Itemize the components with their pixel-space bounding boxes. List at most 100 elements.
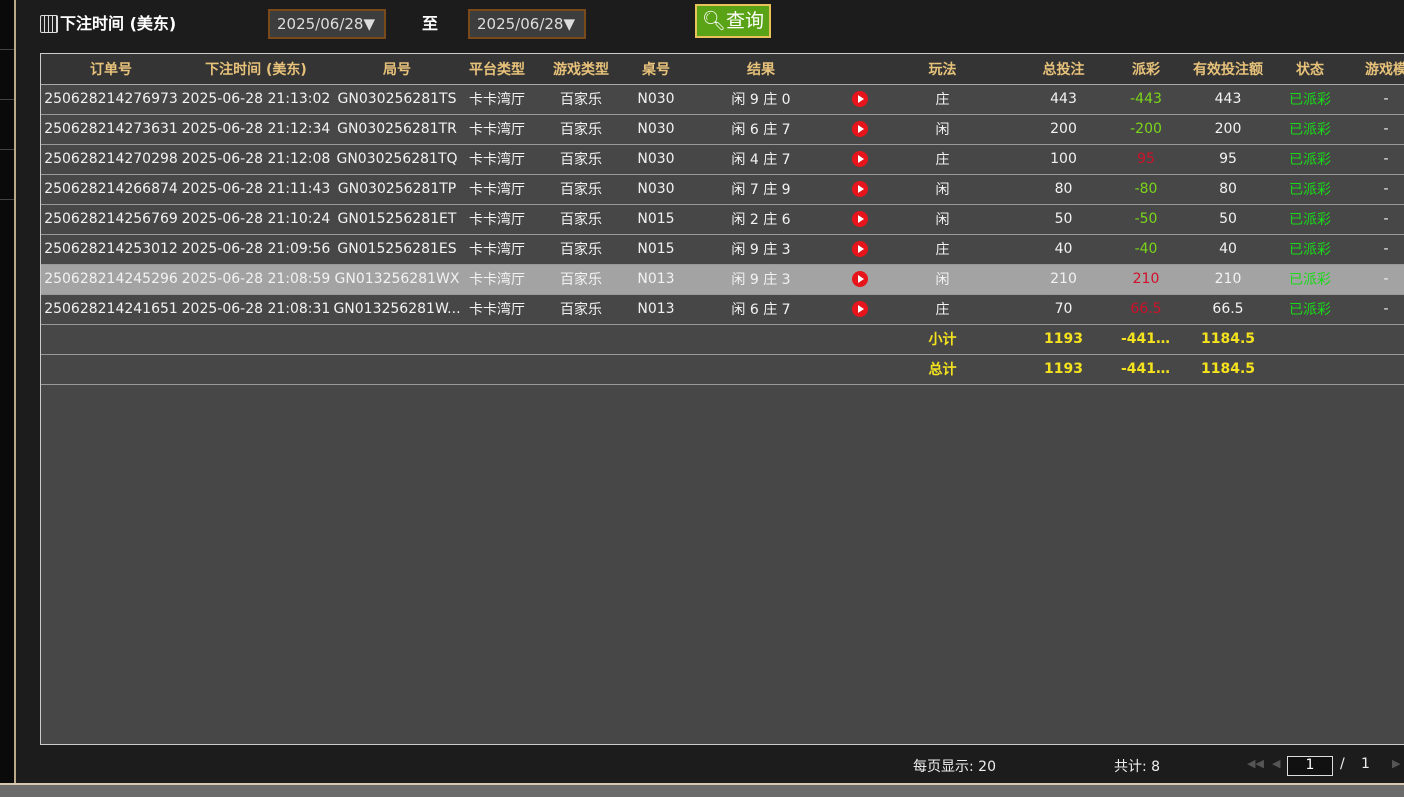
table-row[interactable]: 250628214241651 2025-06-28 21:08:31 GN0132… — [41, 294, 1404, 325]
table-cell: N030 — [631, 174, 681, 205]
table-cell: 闲 9 庄 3 — [681, 264, 841, 295]
empty-cell — [331, 354, 463, 385]
empty-cell — [631, 354, 681, 385]
column-header: 状态 — [1285, 54, 1335, 85]
table-cell: 443 — [1006, 84, 1121, 115]
table-cell: 66.5 — [1171, 294, 1285, 325]
table-cell: 已派彩 — [1285, 174, 1335, 205]
table-cell: - — [1335, 144, 1404, 175]
table-cell: 卡卡湾厅 — [463, 264, 531, 295]
table-cell: 80 — [1006, 174, 1121, 205]
play-video-icon[interactable] — [852, 271, 868, 287]
table-cell: GN015256281ES — [331, 234, 463, 265]
table-cell: 闲 — [879, 204, 1006, 235]
empty-cell — [841, 324, 879, 355]
table-cell: 250628214241651 — [41, 294, 181, 325]
table-cell: 2025-06-28 21:08:59 — [181, 264, 331, 295]
table-row[interactable]: 250628214270298 2025-06-28 21:12:08 GN0302… — [41, 144, 1404, 175]
table-cell: 百家乐 — [531, 204, 631, 235]
table-cell: 百家乐 — [531, 84, 631, 115]
table-cell: 卡卡湾厅 — [463, 204, 531, 235]
table-cell: 210 — [1006, 264, 1121, 295]
empty-cell — [181, 324, 331, 355]
table-cell: 100 — [1006, 144, 1121, 175]
table-cell: 2025-06-28 21:08:31 — [181, 294, 331, 325]
page-input[interactable]: 1 — [1287, 756, 1333, 776]
table-header: 订单号 下注时间 (美东) 局号 平台类型 游戏类型 桌号 结果 玩法 总投注 派彩 有效投注额 状态… — [41, 54, 1404, 85]
play-video-icon[interactable] — [852, 241, 868, 257]
table-cell: 百家乐 — [531, 264, 631, 295]
table-cell: -200 — [1121, 114, 1171, 145]
empty-cell — [1335, 354, 1404, 385]
date-to-select[interactable]: 2025/06/28▼ — [468, 9, 586, 39]
prev-page-icon[interactable]: ◀ — [1272, 757, 1281, 770]
table-cell: 80 — [1171, 174, 1285, 205]
empty-cell — [631, 324, 681, 355]
table-cell: 已派彩 — [1285, 144, 1335, 175]
table-cell: -443 — [1121, 84, 1171, 115]
table-cell: 闲 6 庄 7 — [681, 294, 841, 325]
play-video-icon[interactable] — [852, 301, 868, 317]
table-row[interactable]: 250628214256769 2025-06-28 21:10:24 GN0152… — [41, 204, 1404, 235]
table-cell: 250628214276973 — [41, 84, 181, 115]
table-cell: N030 — [631, 84, 681, 115]
table-cell: 2025-06-28 21:12:08 — [181, 144, 331, 175]
calendar-icon — [40, 15, 58, 33]
column-header: 桌号 — [631, 54, 681, 85]
table-cell: 庄 — [879, 234, 1006, 265]
table-row[interactable]: 250628214273631 2025-06-28 21:12:34 GN0302… — [41, 114, 1404, 145]
table-cell: 443 — [1171, 84, 1285, 115]
subtotal-payout: -441.5 — [1121, 324, 1171, 355]
table-cell: 2025-06-28 21:11:43 — [181, 174, 331, 205]
table-cell: -40 — [1121, 234, 1171, 265]
table-cell: 2025-06-28 21:12:34 — [181, 114, 331, 145]
table-row[interactable]: 250628214276973 2025-06-28 21:13:02 GN0302… — [41, 84, 1404, 115]
play-video-icon[interactable] — [852, 91, 868, 107]
table-cell: 百家乐 — [531, 144, 631, 175]
column-header: 平台类型 — [463, 54, 531, 85]
table-cell: 95 — [1121, 144, 1171, 175]
table-cell: N015 — [631, 204, 681, 235]
search-button[interactable]: 🔍︎查询 — [695, 4, 771, 38]
table-cell: 250628214266874 — [41, 174, 181, 205]
table-cell: 闲 7 庄 9 — [681, 174, 841, 205]
total-row: 总计 1193 -441.5 1184.5 — [41, 354, 1404, 385]
table-cell: 2025-06-28 21:13:02 — [181, 84, 331, 115]
table-cell: 卡卡湾厅 — [463, 84, 531, 115]
play-video-icon[interactable] — [852, 211, 868, 227]
date-from-select[interactable]: 2025/06/28▼ — [268, 9, 386, 39]
table-cell: 闲 9 庄 0 — [681, 84, 841, 115]
table-cell: - — [1335, 264, 1404, 295]
next-page-icon[interactable]: ▶ — [1392, 757, 1401, 770]
replay-cell — [841, 144, 879, 175]
table-cell: N013 — [631, 294, 681, 325]
table-row[interactable]: 250628214266874 2025-06-28 21:11:43 GN0302… — [41, 174, 1404, 205]
table-cell: 百家乐 — [531, 294, 631, 325]
first-page-icon[interactable]: ◀◀ — [1247, 757, 1264, 770]
empty-cell — [681, 354, 841, 385]
column-header: 总投注 — [1006, 54, 1121, 85]
table-cell: 已派彩 — [1285, 114, 1335, 145]
empty-cell — [1335, 324, 1404, 355]
table-row[interactable]: 250628214245296 2025-06-28 21:08:59 GN0132… — [41, 264, 1404, 295]
table-cell: 庄 — [879, 84, 1006, 115]
background-strip — [0, 783, 1404, 797]
table-cell: GN030256281TS — [331, 84, 463, 115]
table-cell: GN030256281TP — [331, 174, 463, 205]
table-cell: N015 — [631, 234, 681, 265]
table-cell: 庄 — [879, 294, 1006, 325]
table-cell: 200 — [1171, 114, 1285, 145]
play-video-icon[interactable] — [852, 181, 868, 197]
replay-cell — [841, 234, 879, 265]
play-video-icon[interactable] — [852, 121, 868, 137]
table-row[interactable]: 250628214253012 2025-06-28 21:09:56 GN0152… — [41, 234, 1404, 265]
empty-cell — [181, 354, 331, 385]
replay-cell — [841, 264, 879, 295]
page-separator: / — [1340, 756, 1345, 772]
play-video-icon[interactable] — [852, 151, 868, 167]
table-cell: 百家乐 — [531, 174, 631, 205]
table-cell: 250628214270298 — [41, 144, 181, 175]
table-cell: 闲 9 庄 3 — [681, 234, 841, 265]
table-cell: 210 — [1171, 264, 1285, 295]
table-cell: GN030256281TR — [331, 114, 463, 145]
